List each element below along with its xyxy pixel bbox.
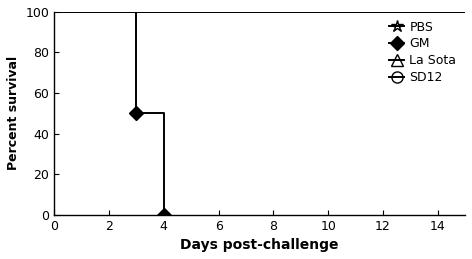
X-axis label: Days post-challenge: Days post-challenge	[180, 238, 339, 252]
Legend: PBS, GM, La Sota, SD12: PBS, GM, La Sota, SD12	[384, 16, 461, 89]
Y-axis label: Percent survival: Percent survival	[7, 56, 20, 170]
